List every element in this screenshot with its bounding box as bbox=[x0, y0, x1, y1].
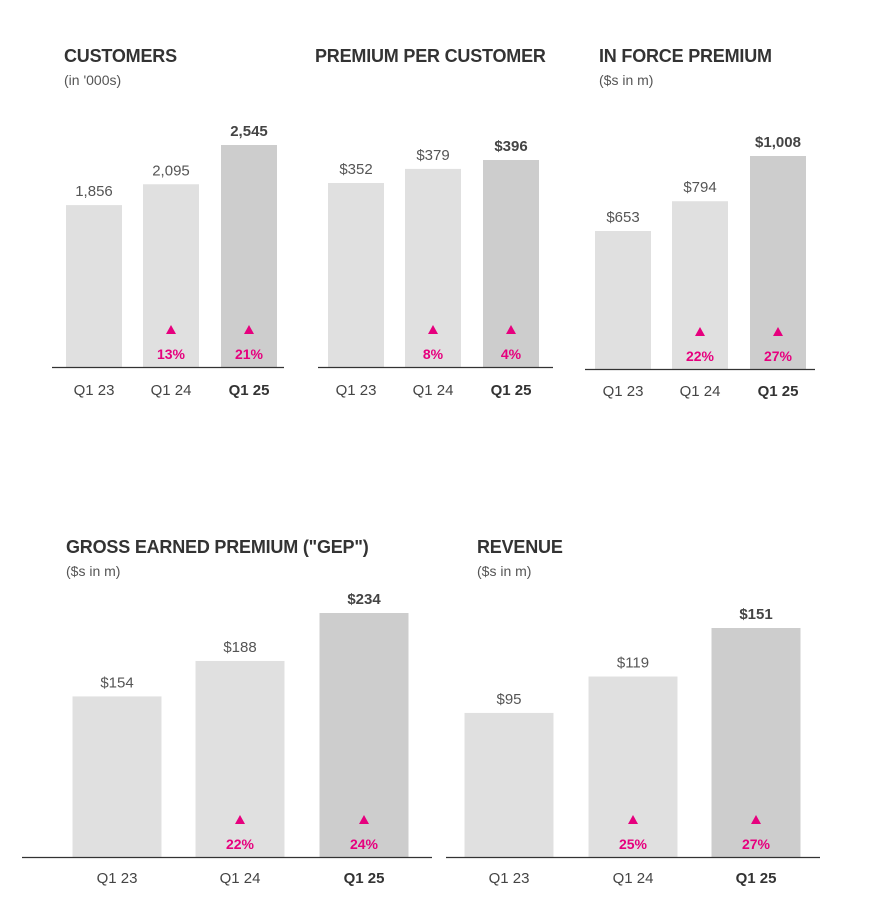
customers-chart: 1,856 Q1 23 2,095 Q1 24 13% 2,545 Q1 25 21% bbox=[52, 123, 284, 399]
up-triangle-icon bbox=[628, 815, 638, 824]
category-label-2: Q1 25 bbox=[344, 870, 385, 887]
bar-1 bbox=[588, 676, 678, 857]
bar-1 bbox=[195, 660, 285, 857]
value-label-1: $119 bbox=[617, 655, 649, 672]
bar-2 bbox=[750, 156, 806, 369]
up-triangle-icon bbox=[244, 325, 254, 334]
growth-label-2: 27% bbox=[742, 836, 771, 852]
category-label-1: Q1 24 bbox=[151, 382, 192, 399]
category-label-1: Q1 24 bbox=[413, 382, 454, 399]
growth-label-2: 24% bbox=[350, 836, 379, 852]
up-triangle-icon bbox=[428, 325, 438, 334]
value-label-0: $154 bbox=[100, 674, 133, 691]
value-label-2: $396 bbox=[494, 138, 527, 155]
in-force-premium-chart-subtitle: ($s in m) bbox=[599, 72, 654, 88]
value-label-0: $352 bbox=[339, 161, 372, 178]
value-label-2: $1,008 bbox=[755, 134, 801, 151]
category-label-2: Q1 25 bbox=[758, 383, 799, 400]
growth-label-1: 22% bbox=[226, 836, 255, 852]
gep-chart-title: GROSS EARNED PREMIUM ("GEP") bbox=[66, 537, 369, 557]
value-label-2: 2,545 bbox=[230, 123, 268, 140]
bar-0 bbox=[66, 205, 122, 367]
category-label-1: Q1 24 bbox=[220, 870, 261, 887]
value-label-1: $794 bbox=[683, 179, 716, 196]
customers-chart-subtitle: (in '000s) bbox=[64, 72, 122, 88]
up-triangle-icon bbox=[506, 325, 516, 334]
bar-0 bbox=[72, 696, 162, 857]
up-triangle-icon bbox=[695, 327, 705, 336]
bar-1 bbox=[405, 168, 461, 367]
value-label-2: $234 bbox=[347, 591, 381, 608]
category-label-1: Q1 24 bbox=[613, 870, 654, 887]
value-label-1: $188 bbox=[223, 639, 256, 656]
revenue-chart-title: REVENUE bbox=[477, 537, 563, 557]
growth-label-2: 4% bbox=[501, 346, 522, 362]
value-label-1: 2,095 bbox=[152, 162, 190, 179]
category-label-2: Q1 25 bbox=[229, 382, 270, 399]
category-label-2: Q1 25 bbox=[491, 382, 532, 399]
up-triangle-icon bbox=[773, 327, 783, 336]
revenue-chart-subtitle: ($s in m) bbox=[477, 563, 532, 579]
category-label-0: Q1 23 bbox=[74, 382, 115, 399]
in-force-premium-chart: $653 Q1 23 $794 Q1 24 22% $1,008 Q1 25 27% bbox=[585, 134, 815, 400]
up-triangle-icon bbox=[751, 815, 761, 824]
bar-1 bbox=[672, 201, 728, 369]
growth-label-2: 27% bbox=[764, 348, 793, 364]
category-label-2: Q1 25 bbox=[736, 870, 777, 887]
bar-0 bbox=[328, 183, 384, 367]
customers-chart-title: CUSTOMERS bbox=[64, 46, 177, 66]
value-label-1: $379 bbox=[416, 147, 449, 164]
in-force-premium-chart-title: IN FORCE PREMIUM bbox=[599, 46, 772, 66]
bar-1 bbox=[143, 184, 199, 367]
premium-per-customer-chart-title: PREMIUM PER CUSTOMER bbox=[315, 46, 546, 66]
bar-0 bbox=[595, 231, 651, 369]
bar-0 bbox=[464, 712, 554, 857]
growth-label-1: 22% bbox=[686, 348, 715, 364]
growth-label-1: 8% bbox=[423, 346, 444, 362]
up-triangle-icon bbox=[359, 815, 369, 824]
category-label-1: Q1 24 bbox=[680, 383, 721, 400]
category-label-0: Q1 23 bbox=[603, 383, 644, 400]
growth-label-1: 13% bbox=[157, 346, 186, 362]
gep-chart: $154 Q1 23 $188 Q1 24 22% $234 Q1 25 24% bbox=[22, 591, 432, 887]
growth-label-2: 21% bbox=[235, 346, 264, 362]
growth-label-1: 25% bbox=[619, 836, 648, 852]
value-label-2: $151 bbox=[739, 606, 772, 623]
gep-chart-subtitle: ($s in m) bbox=[66, 563, 121, 579]
value-label-0: $653 bbox=[606, 209, 639, 226]
bar-2 bbox=[483, 160, 539, 367]
value-label-0: $95 bbox=[496, 691, 521, 708]
category-label-0: Q1 23 bbox=[336, 382, 377, 399]
value-label-0: 1,856 bbox=[75, 183, 113, 200]
premium-per-customer-chart: $352 Q1 23 $379 Q1 24 8% $396 Q1 25 4% bbox=[318, 138, 553, 399]
revenue-chart: $95 Q1 23 $119 Q1 24 25% $151 Q1 25 27% bbox=[446, 606, 820, 887]
up-triangle-icon bbox=[166, 325, 176, 334]
up-triangle-icon bbox=[235, 815, 245, 824]
category-label-0: Q1 23 bbox=[489, 870, 530, 887]
category-label-0: Q1 23 bbox=[97, 870, 138, 887]
